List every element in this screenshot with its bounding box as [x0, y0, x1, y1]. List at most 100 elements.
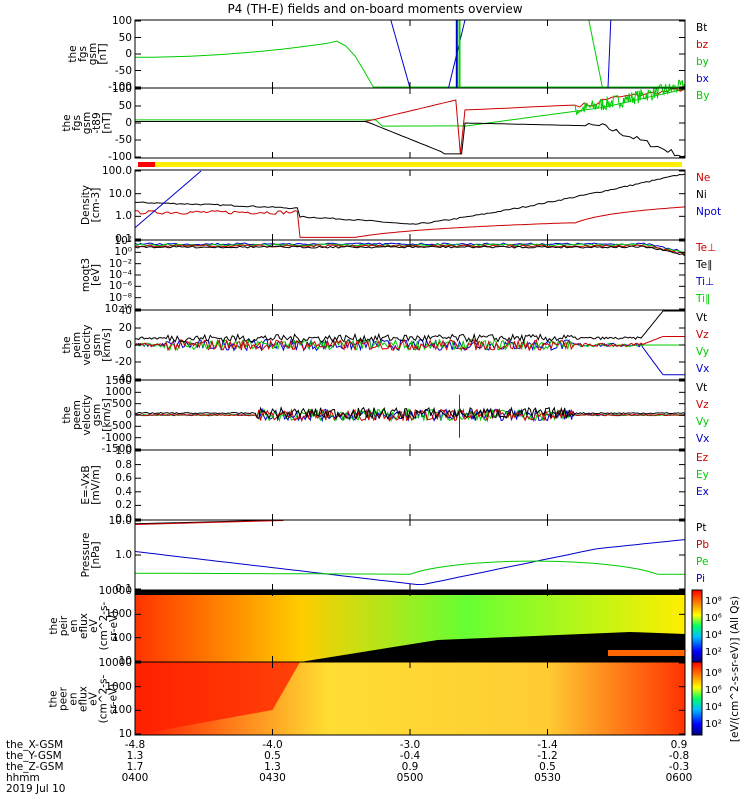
ephem-value: 0600 [665, 772, 693, 784]
legend-entry: Pt [696, 522, 707, 534]
legend-entry: Vt [696, 312, 708, 324]
colorbar-tick-label: 10⁴ [705, 702, 722, 713]
y-axis-label: Pressure [nPa] [80, 532, 102, 578]
y-tick-label: 10⁰ [114, 246, 132, 259]
ephem-value: 0.5 [264, 750, 281, 762]
panel-frame [134, 239, 686, 311]
legend-entry: Vt [696, 382, 708, 394]
ephem-value: 0.5 [539, 761, 556, 773]
ephem-value: 0530 [534, 772, 561, 784]
panel-frame [134, 449, 686, 521]
ephem-value: 1.7 [126, 761, 144, 773]
y-tick-label: 0.4 [115, 485, 132, 498]
y-tick-label: 1000 [105, 680, 132, 693]
y-axis-label: the peer en eflux eV (cm^2-s- sr-eV) [47, 674, 120, 723]
colorbar-tick-label: 10⁶ [705, 685, 722, 696]
series-Vz [135, 407, 685, 423]
y-tick-label: 0 [125, 48, 132, 60]
ephem-value: -1.4 [537, 739, 558, 751]
legend-entry: Ti∥ [696, 293, 711, 305]
legend-entry: Ez [696, 452, 709, 464]
y-tick-label: -1000 [101, 431, 132, 444]
ephem-value: 1.3 [126, 750, 144, 762]
series-Npot [135, 170, 202, 229]
legend-entry: Vy [696, 416, 710, 428]
y-tick-label: -100 [108, 81, 132, 93]
ephem-value: -4.8 [124, 739, 146, 751]
ephem-value: -1.2 [537, 750, 558, 762]
ephem-value: 0500 [396, 772, 424, 784]
colorbar-tick-label: 10⁴ [705, 630, 722, 641]
legend-entry: Vy [696, 346, 710, 358]
ephem-value: -0.3 [668, 761, 690, 773]
series-Ne [135, 206, 685, 238]
y-axis-label: the peir en eflux eV (cm^2-s- sr-eV) [47, 601, 120, 651]
legend-entry: Bt [696, 22, 708, 34]
y-tick-label: 0.0 [115, 513, 132, 525]
peir-orange-band [608, 650, 685, 656]
legend-entry: by [696, 56, 709, 68]
series-by [135, 40, 685, 88]
legend-entry: Pb [696, 539, 709, 551]
y-tick-label: 10⁻² [108, 257, 132, 270]
y-axis-label: E=-VxB [mV/m] [80, 465, 102, 505]
peer-high-flux-region [135, 662, 300, 735]
y-axis-label: the peem velocity gsm [km/s] [60, 394, 113, 436]
legend-entry: Vz [696, 329, 709, 341]
y-tick-label: 10.0 [108, 187, 132, 200]
series-Pe [135, 560, 685, 575]
y-tick-label: 10000 [98, 657, 132, 669]
y-tick-label: 1.0 [115, 210, 132, 223]
y-tick-label: 100.0 [101, 165, 132, 177]
y-tick-label: -500 [108, 420, 132, 433]
y-tick-label: 10000 [98, 585, 132, 597]
series-By-noise [574, 79, 685, 116]
y-tick-label: 100 [111, 83, 132, 95]
ephem-row-label: the_Y-GSM [6, 750, 62, 762]
mode-bar-red [138, 162, 155, 167]
y-tick-label: -50 [114, 134, 132, 146]
y-axis-label: Density [cm-3] [80, 185, 102, 225]
y-tick-label: 0.6 [115, 472, 132, 485]
legend-entry: Te⊥ [696, 242, 717, 254]
legend-entry: Pi [696, 573, 706, 585]
y-tick-label: 0.8 [115, 458, 132, 471]
legend-entry: Vz [696, 399, 709, 411]
y-axis-label: the fgs gsm -t89 [nT] [60, 111, 113, 135]
y-axis-label: the peim velocity gsm [km/s] [60, 324, 113, 366]
series-bx [607, 19, 612, 89]
y-tick-label: 50 [118, 100, 132, 112]
panel-frame [134, 87, 686, 159]
y-tick-label: 1000 [105, 608, 132, 621]
colorbar-tick-label: 10⁸ [705, 668, 722, 679]
series-Vt [135, 405, 685, 420]
series-Pi [135, 539, 685, 586]
legend-entry: bx [696, 73, 709, 85]
y-tick-label: 1000 [105, 386, 132, 399]
colorbar [691, 589, 703, 663]
series-Vt [135, 310, 685, 344]
panel-frame [134, 519, 686, 591]
ephem-value: 0400 [121, 772, 149, 784]
ephem-row-label: the_Z-GSM [6, 761, 64, 773]
y-tick-label: 10² [114, 235, 132, 247]
y-tick-label: -50 [114, 64, 132, 77]
ephem-value: -0.4 [399, 750, 421, 762]
ephem-row-label: hhmm [6, 772, 40, 784]
ephem-row-label: the_X-GSM [6, 739, 64, 751]
y-tick-label: 0 [125, 339, 132, 351]
legend-entry: Ne [696, 172, 711, 184]
y-tick-label: 50 [118, 31, 132, 44]
series-By [135, 88, 685, 127]
y-tick-label: 10⁻¹⁰ [104, 303, 132, 315]
colorbar-tick-label: 10⁸ [705, 596, 722, 607]
y-tick-label: 10 [118, 655, 132, 667]
legend-entry: Ey [696, 469, 709, 481]
y-tick-label: 0 [125, 409, 132, 421]
y-tick-label: 0.1 [115, 583, 132, 595]
y-tick-label: 500 [111, 397, 132, 410]
series-Pb [135, 520, 284, 525]
date-label: 2019 Jul 10 [6, 783, 66, 795]
series-by [588, 19, 603, 89]
